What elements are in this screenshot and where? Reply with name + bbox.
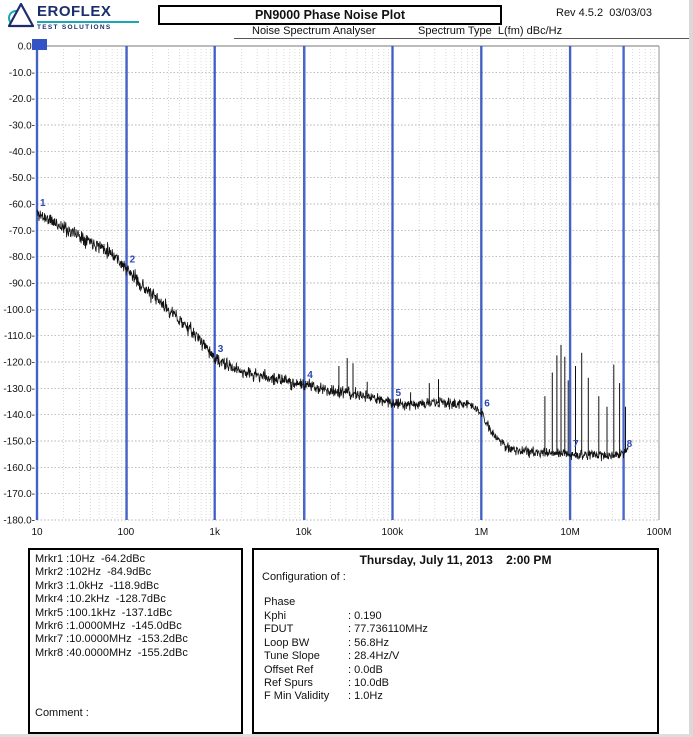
marker-readout-line: Mrkr6 :1.0000MHz -145.0dBc: [35, 620, 182, 633]
marker-number-label: 2: [130, 255, 136, 266]
marker-readout-line: Mrkr1 :10Hz -64.2dBc: [35, 553, 146, 565]
svg-text:-160.0-: -160.0-: [3, 463, 35, 474]
marker-readout-list: Mrkr1 :10Hz -64.2dBc Mrkr2 :102Hz -84.9dB…: [35, 553, 236, 660]
marker-readout-line: Mrkr4 :10.2kHz -128.7dBc: [35, 593, 166, 606]
marker-number-label: 1: [40, 198, 46, 209]
param-value: : 0.190: [348, 610, 382, 622]
param-value: : 77.736110MHz: [348, 623, 428, 636]
svg-text:-180.0-: -180.0-: [3, 516, 35, 527]
svg-text:10k: 10k: [296, 527, 313, 538]
brand-text: EROFLEX: [37, 3, 112, 20]
config-name: Phase: [264, 596, 296, 608]
svg-text:-70.0-: -70.0-: [9, 226, 35, 237]
revision-text: Rev 4.5.2 03/03/03: [556, 7, 653, 19]
datetime-text: Thursday, July 11, 2013 2:00 PM: [359, 553, 552, 567]
comment-label: Comment :: [35, 706, 89, 719]
svg-text:-90.0-: -90.0-: [9, 279, 35, 290]
param-name: Loop BW: [264, 636, 310, 649]
param-value: : 28.4Hz/V: [348, 650, 400, 663]
svg-text:-80.0-: -80.0-: [9, 252, 35, 263]
header-rule: [234, 38, 689, 39]
svg-text:-40.0-: -40.0-: [9, 147, 35, 158]
page-title: PN9000 Phase Noise Plot: [158, 5, 502, 25]
info-panel: Thursday, July 11, 2013 2:00 PM Configur…: [252, 548, 659, 734]
marker-number-label: 7: [573, 439, 579, 450]
marker-flag: [32, 39, 47, 50]
param-value: : 10.0dB: [348, 677, 389, 690]
config-label: Configuration of :: [262, 571, 346, 583]
noise-trace: [36, 209, 629, 462]
svg-text:-100.0-: -100.0-: [3, 305, 35, 316]
marker-readout-line: Mrkr7 :10.0000MHz -153.2dBc: [35, 633, 188, 646]
svg-text:1M: 1M: [474, 527, 488, 538]
marker-readout-line: Mrkr8 :40.0000MHz -155.2dBc: [35, 646, 188, 659]
param-row: FDUT : 77.736110MHz: [264, 623, 657, 636]
param-row: Kphi : 0.190: [264, 610, 657, 623]
marker-readout-line: Mrkr5 :100.1kHz -137.1dBc: [35, 606, 172, 619]
param-name: Ref Spurs: [264, 677, 313, 690]
param-name: Tune Slope: [264, 650, 320, 663]
svg-text:-60.0-: -60.0-: [9, 200, 35, 211]
param-value: : 0.0dB: [348, 663, 383, 676]
spectrum-type-label: Spectrum Type L(fm) dBc/Hz: [418, 25, 563, 37]
svg-text:-170.0-: -170.0-: [3, 489, 35, 500]
aeroflex-logo: EROFLEX TEST SOLUTIONS: [8, 3, 139, 31]
param-row: Offset Ref : 0.0dB: [264, 664, 657, 677]
svg-text:-30.0-: -30.0-: [9, 121, 35, 132]
svg-text:-120.0-: -120.0-: [3, 358, 35, 369]
tagline-text: TEST SOLUTIONS: [37, 24, 112, 31]
param-row: Loop BW : 56.8Hz: [264, 637, 657, 650]
marker-number-label: 3: [218, 344, 224, 355]
marker-number-label: 5: [396, 388, 402, 399]
analyzer-subtitle: Noise Spectrum Analyser: [252, 25, 376, 37]
svg-text:100M: 100M: [646, 527, 671, 538]
param-name: Kphi: [264, 610, 287, 622]
marker-readout-line: Mrkr3 :1.0kHz -118.9dBc: [35, 579, 159, 592]
svg-text:-50.0-: -50.0-: [9, 173, 35, 184]
aeroflex-triangle-icon: [8, 3, 34, 28]
svg-text:-130.0-: -130.0-: [3, 384, 35, 395]
logo-text: EROFLEX TEST SOLUTIONS: [37, 3, 139, 31]
svg-text:0.0-: 0.0-: [18, 42, 35, 53]
svg-text:10: 10: [31, 527, 43, 538]
svg-text:1k: 1k: [209, 527, 221, 538]
config-param-list: Kphi : 0.190 FDUT : 77.736110MHz Loop BW : …: [254, 610, 657, 704]
logo-teal-rule: [37, 21, 139, 23]
svg-text:-20.0-: -20.0-: [9, 94, 35, 105]
param-name: FDUT: [264, 623, 294, 636]
svg-text:100k: 100k: [382, 527, 405, 538]
param-name: Offset Ref: [264, 663, 314, 676]
marker-number-label: 4: [307, 370, 313, 381]
param-row: Tune Slope : 28.4Hz/V: [264, 650, 657, 663]
param-value: : 56.8Hz: [348, 636, 389, 649]
param-row: Ref Spurs : 10.0dB: [264, 677, 657, 690]
marker-number-label: 6: [484, 398, 490, 409]
param-row: F Min Validity : 1.0Hz: [264, 690, 657, 703]
param-name: F Min Validity: [264, 690, 330, 703]
svg-text:-150.0-: -150.0-: [3, 437, 35, 448]
marker-number-label: 8: [627, 439, 633, 450]
svg-text:100: 100: [118, 527, 135, 538]
svg-text:-110.0-: -110.0-: [4, 331, 35, 342]
svg-text:-140.0-: -140.0-: [3, 410, 35, 421]
phase-noise-chart: 0.0- -10.0- -20.0- -30.0- -40.0- -50.0- -60.0-…: [3, 39, 672, 538]
marker-readout-line: Mrkr2 :102Hz -84.9dBc: [35, 566, 152, 579]
param-value: : 1.0Hz: [348, 690, 383, 703]
markers-panel: Mrkr1 :10Hz -64.2dBc Mrkr2 :102Hz -84.9dB…: [28, 548, 243, 734]
svg-text:10M: 10M: [560, 527, 579, 538]
svg-text:-10.0-: -10.0-: [9, 68, 35, 79]
